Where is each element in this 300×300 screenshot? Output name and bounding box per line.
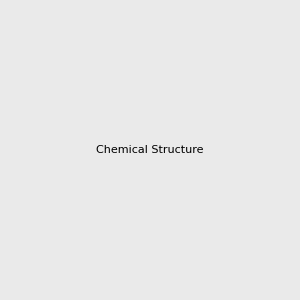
Text: Chemical Structure: Chemical Structure xyxy=(96,145,204,155)
